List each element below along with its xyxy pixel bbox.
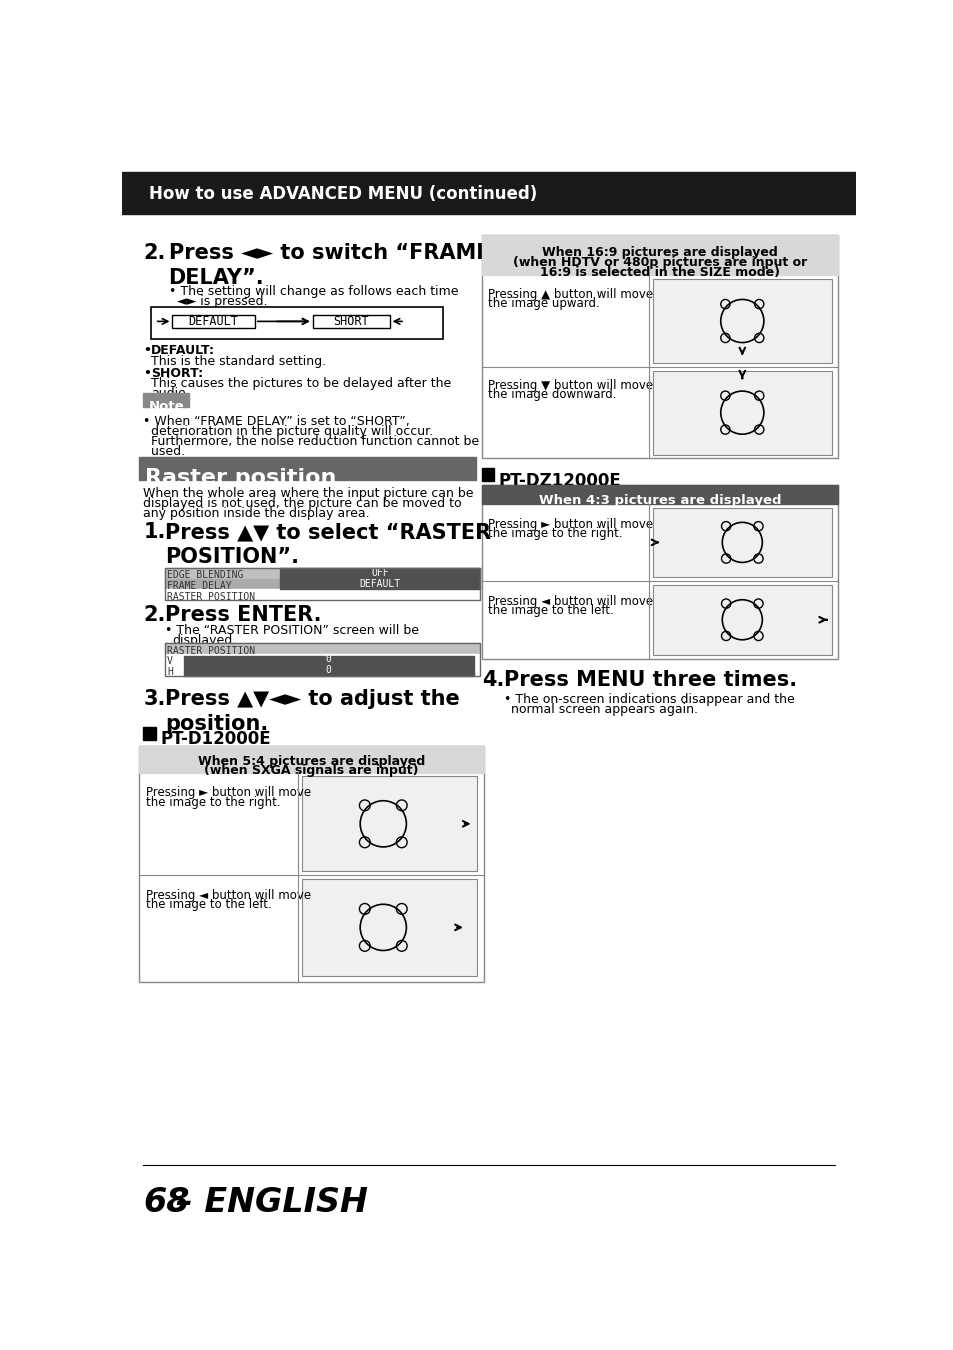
Text: – ENGLISH: – ENGLISH <box>175 1187 367 1219</box>
Text: RASTER POSITION: RASTER POSITION <box>167 591 254 602</box>
Text: This causes the pictures to be delayed after the: This causes the pictures to be delayed a… <box>151 377 451 390</box>
Bar <box>172 316 254 328</box>
Text: 3.: 3. <box>143 690 166 710</box>
Text: (when HDTV or 480p pictures are input or: (when HDTV or 480p pictures are input or <box>512 256 806 269</box>
Text: • The on-screen indications disappear and the: • The on-screen indications disappear an… <box>503 694 794 706</box>
Bar <box>481 235 837 275</box>
Bar <box>184 667 473 675</box>
Text: • The “RASTER POSITION” screen will be: • The “RASTER POSITION” screen will be <box>165 624 418 637</box>
Text: Press ▲▼◄► to adjust the
position.: Press ▲▼◄► to adjust the position. <box>165 690 459 734</box>
Text: PT-D12000E: PT-D12000E <box>160 730 271 748</box>
Text: PT-DZ12000E: PT-DZ12000E <box>498 471 621 490</box>
Text: any position inside the display area.: any position inside the display area. <box>143 508 370 520</box>
Text: •: • <box>143 367 151 379</box>
Text: normal screen appears again.: normal screen appears again. <box>511 703 698 717</box>
Bar <box>301 776 476 871</box>
Bar <box>481 468 494 481</box>
Text: H: H <box>167 667 172 678</box>
Text: Pressing ▲ button will move: Pressing ▲ button will move <box>488 288 653 301</box>
Text: When 5:4 pictures are displayed: When 5:4 pictures are displayed <box>197 755 425 768</box>
Text: 2.: 2. <box>143 243 166 263</box>
Bar <box>653 585 831 655</box>
Text: Pressing ◄ button will move: Pressing ◄ button will move <box>488 595 653 608</box>
Text: EDGE BLENDING: EDGE BLENDING <box>167 570 243 580</box>
Text: Pressing ► button will move: Pressing ► button will move <box>146 787 311 799</box>
Text: audio.: audio. <box>151 387 190 400</box>
Bar <box>139 456 476 481</box>
Text: How to use ADVANCED MENU (continued): How to use ADVANCED MENU (continued) <box>150 185 537 204</box>
Text: This is the standard setting.: This is the standard setting. <box>151 355 326 367</box>
Text: Press ENTER.: Press ENTER. <box>165 605 321 625</box>
Text: FRAME DELAY: FRAME DELAY <box>167 580 232 591</box>
Bar <box>165 643 479 675</box>
Bar <box>165 568 479 601</box>
Bar <box>481 486 837 659</box>
Bar <box>139 745 483 772</box>
Text: ◄► is pressed.: ◄► is pressed. <box>177 296 267 308</box>
Bar <box>184 656 473 664</box>
Text: SHORT: SHORT <box>333 315 369 328</box>
Bar <box>481 486 837 504</box>
Bar <box>165 643 479 653</box>
Text: Pressing ► button will move: Pressing ► button will move <box>488 518 653 531</box>
Bar <box>653 371 831 455</box>
Bar <box>143 728 155 740</box>
Bar <box>280 579 479 590</box>
Text: Pressing ◄ button will move: Pressing ◄ button will move <box>146 888 311 902</box>
Bar <box>151 306 443 339</box>
Text: Furthermore, the noise reduction function cannot be: Furthermore, the noise reduction functio… <box>151 435 478 448</box>
Text: 68: 68 <box>143 1187 190 1219</box>
Text: Press ◄► to switch “FRAME
DELAY”.: Press ◄► to switch “FRAME DELAY”. <box>169 243 490 288</box>
Text: the image downward.: the image downward. <box>488 389 616 401</box>
Text: 1.: 1. <box>143 522 166 543</box>
Text: 16:9 is selected in the SIZE mode): 16:9 is selected in the SIZE mode) <box>539 266 779 279</box>
Text: the image upward.: the image upward. <box>488 297 599 309</box>
Text: 4.: 4. <box>481 670 504 690</box>
Bar <box>280 568 479 579</box>
Text: DEFAULT: DEFAULT <box>359 579 400 589</box>
Text: When the whole area where the input picture can be: When the whole area where the input pict… <box>143 487 474 500</box>
Text: DEFAULT: DEFAULT <box>189 315 238 328</box>
Text: Raster position: Raster position <box>145 467 335 487</box>
Bar <box>313 316 389 328</box>
Bar <box>653 279 831 363</box>
Text: the image to the left.: the image to the left. <box>146 898 271 911</box>
Bar <box>653 508 831 576</box>
Bar <box>165 653 479 664</box>
Text: displayed is not used, the picture can be moved to: displayed is not used, the picture can b… <box>143 497 461 510</box>
Bar <box>165 664 479 675</box>
Bar <box>143 393 190 406</box>
Text: SHORT:: SHORT: <box>151 367 203 379</box>
Text: RASTER POSITION: RASTER POSITION <box>167 645 254 656</box>
Text: •: • <box>143 344 151 358</box>
Bar <box>481 235 837 459</box>
Bar <box>139 745 483 981</box>
Bar <box>165 590 479 601</box>
Text: When 4:3 pictures are displayed: When 4:3 pictures are displayed <box>538 494 781 506</box>
Text: Press ▲▼ to select “RASTER
POSITION”.: Press ▲▼ to select “RASTER POSITION”. <box>165 522 491 567</box>
Bar <box>165 568 479 579</box>
Text: the image to the left.: the image to the left. <box>488 603 614 617</box>
Bar <box>165 579 479 590</box>
Text: used.: used. <box>151 444 185 458</box>
Text: Press MENU three times.: Press MENU three times. <box>503 670 796 690</box>
Text: DEFAULT:: DEFAULT: <box>151 344 214 358</box>
Text: the image to the right.: the image to the right. <box>146 795 280 809</box>
Text: • When “FRAME DELAY” is set to “SHORT”,: • When “FRAME DELAY” is set to “SHORT”, <box>143 414 410 428</box>
Text: Pressing ▼ button will move: Pressing ▼ button will move <box>488 379 653 391</box>
Text: displayed.: displayed. <box>172 634 236 647</box>
Text: • The setting will change as follows each time: • The setting will change as follows eac… <box>169 285 457 298</box>
Text: V: V <box>167 656 172 667</box>
Text: 0: 0 <box>326 666 332 675</box>
Text: 0: 0 <box>326 655 332 664</box>
Text: deterioration in the picture quality will occur.: deterioration in the picture quality wil… <box>151 424 433 437</box>
Text: Note: Note <box>149 400 184 413</box>
Text: 2.: 2. <box>143 605 166 625</box>
Bar <box>121 171 856 215</box>
Text: (when SXGA signals are input): (when SXGA signals are input) <box>204 764 418 778</box>
Text: the image to the right.: the image to the right. <box>488 526 622 540</box>
Text: OFF: OFF <box>371 568 389 578</box>
Text: When 16:9 pictures are displayed: When 16:9 pictures are displayed <box>541 246 777 259</box>
Bar <box>301 879 476 976</box>
